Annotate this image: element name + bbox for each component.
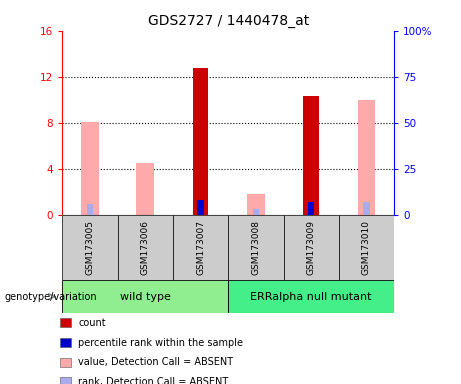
Text: value, Detection Call = ABSENT: value, Detection Call = ABSENT: [78, 358, 233, 367]
Bar: [303, 96, 319, 215]
Text: GSM173007: GSM173007: [196, 220, 205, 275]
Text: GSM173010: GSM173010: [362, 220, 371, 275]
Bar: [363, 202, 370, 215]
Bar: [197, 200, 204, 215]
Text: GSM173009: GSM173009: [307, 220, 316, 275]
Bar: [284, 215, 339, 280]
Bar: [173, 215, 228, 280]
Bar: [308, 202, 314, 215]
Bar: [339, 215, 394, 280]
Bar: [87, 204, 93, 215]
Bar: [62, 280, 228, 313]
Text: GSM173005: GSM173005: [85, 220, 95, 275]
Bar: [228, 215, 284, 280]
Bar: [193, 68, 208, 215]
Bar: [247, 194, 265, 215]
Text: genotype/variation: genotype/variation: [5, 291, 97, 302]
Bar: [118, 215, 173, 280]
Text: wild type: wild type: [120, 291, 171, 302]
Bar: [358, 100, 375, 215]
Bar: [253, 209, 259, 215]
Text: GSM173006: GSM173006: [141, 220, 150, 275]
Title: GDS2727 / 1440478_at: GDS2727 / 1440478_at: [148, 14, 309, 28]
Bar: [228, 280, 394, 313]
Text: ERRalpha null mutant: ERRalpha null mutant: [250, 291, 372, 302]
Bar: [81, 122, 99, 215]
Text: percentile rank within the sample: percentile rank within the sample: [78, 338, 243, 348]
Bar: [136, 163, 154, 215]
Text: GSM173008: GSM173008: [251, 220, 260, 275]
Text: rank, Detection Call = ABSENT: rank, Detection Call = ABSENT: [78, 377, 229, 384]
Bar: [62, 215, 118, 280]
Text: count: count: [78, 318, 106, 328]
